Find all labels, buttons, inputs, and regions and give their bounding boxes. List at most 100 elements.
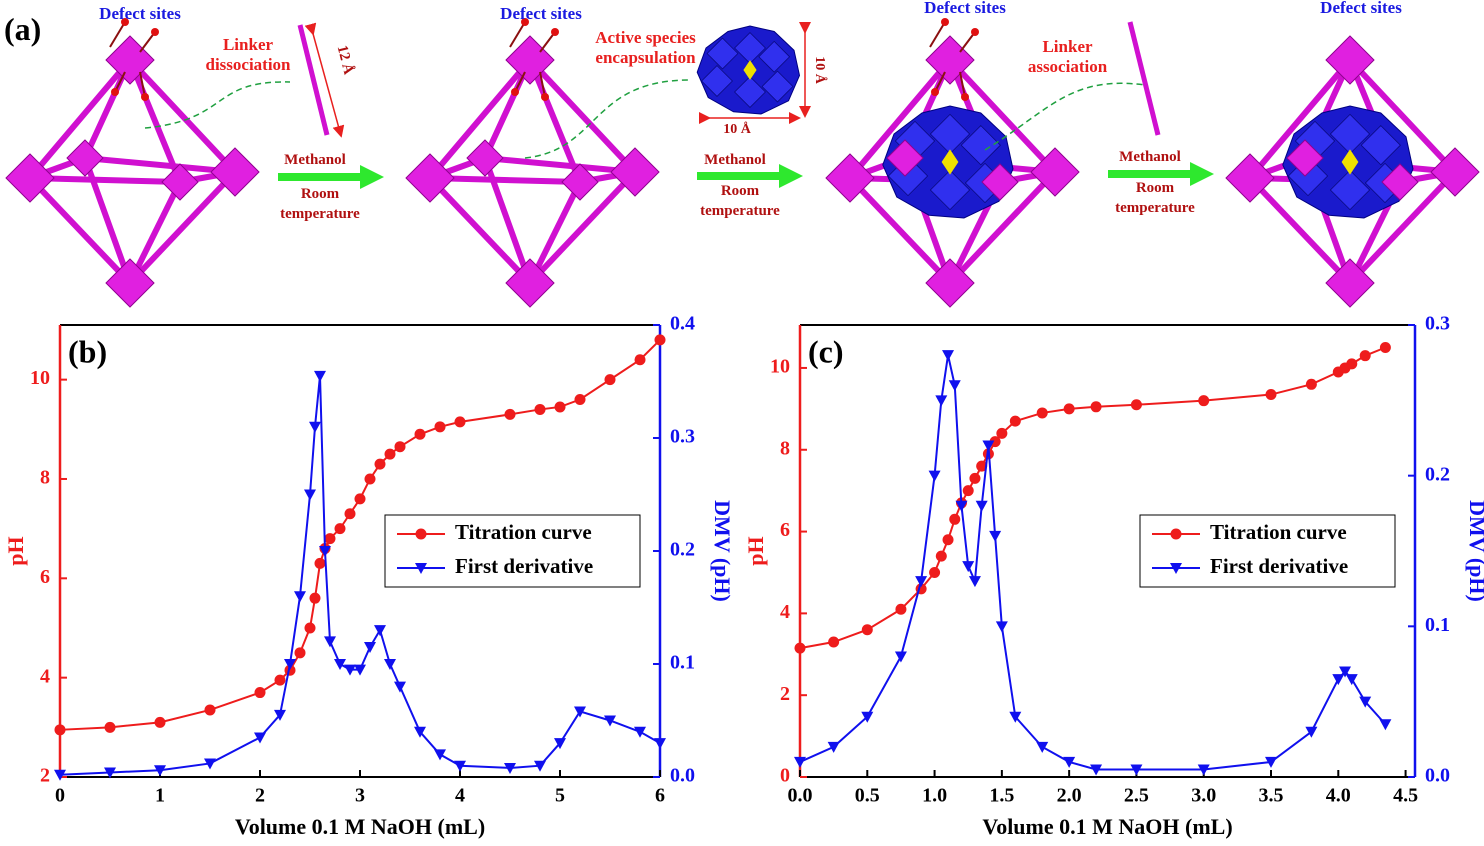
pom-facet	[929, 169, 971, 211]
data-point	[274, 709, 286, 721]
data-point	[364, 642, 376, 654]
data-point	[1345, 674, 1358, 686]
scheme	[5, 18, 1480, 308]
free-linker	[297, 24, 330, 136]
data-point	[794, 756, 806, 768]
legend-label: Titration curve	[455, 520, 592, 544]
pom-facet	[960, 125, 1001, 166]
data-point	[1379, 341, 1391, 353]
linker	[484, 155, 636, 175]
linker	[127, 57, 238, 175]
linker	[1247, 58, 1353, 180]
pom-facet	[758, 40, 791, 73]
panel-label: (a)	[4, 11, 42, 47]
data-point	[1009, 711, 1022, 723]
metal-node	[466, 139, 504, 177]
dimension-arrow	[304, 22, 345, 138]
data-point	[1130, 764, 1143, 776]
polyoxometalate	[696, 25, 801, 115]
data-point	[935, 395, 948, 407]
data-point	[324, 533, 336, 545]
data-point	[319, 546, 331, 557]
defect-atom	[961, 93, 969, 101]
metal-node	[1225, 153, 1275, 203]
defect-label: Defect sites	[500, 4, 582, 23]
y2-tick-label: 0.2	[1425, 463, 1450, 485]
data-point	[1332, 674, 1345, 686]
data-point	[654, 334, 666, 346]
data-point	[504, 762, 516, 774]
defect-atom	[971, 28, 979, 36]
linker	[27, 175, 133, 286]
x-tick-label: 4.5	[1393, 785, 1418, 807]
data-point	[1063, 403, 1075, 415]
linker	[527, 58, 583, 184]
data-point	[554, 401, 566, 413]
y-tick-label: 2	[40, 765, 50, 787]
data-point	[949, 513, 961, 525]
data-point	[384, 448, 396, 460]
legend-marker	[415, 528, 427, 540]
legend-label: First derivative	[1210, 554, 1348, 578]
data-point	[955, 500, 968, 512]
data-point	[304, 489, 316, 501]
guide-curve	[144, 81, 291, 129]
data-point	[104, 767, 116, 779]
data-point	[1379, 719, 1392, 731]
pom-facet	[1329, 169, 1371, 211]
metal-node	[66, 139, 104, 177]
linker	[427, 58, 533, 180]
linker	[527, 169, 638, 286]
data-point	[982, 440, 995, 452]
data-point	[969, 472, 981, 484]
metal-node	[825, 153, 875, 203]
data-point	[1090, 401, 1102, 413]
x-tick-label: 4.0	[1326, 785, 1351, 807]
metal-node	[1030, 147, 1080, 197]
data-point	[1197, 764, 1210, 776]
linker	[27, 58, 133, 180]
panel-label: (c)	[808, 333, 844, 369]
metal-node	[1286, 139, 1324, 177]
data-point	[454, 416, 466, 428]
x-axis-label: Volume 0.1 M NaOH (mL)	[235, 814, 485, 839]
y-tick-label: 10	[30, 367, 50, 389]
data-point	[942, 534, 954, 546]
solvent-label: Methanol	[1119, 149, 1181, 165]
y2-axis-label: DMV (pH)	[710, 500, 735, 602]
legend-box	[384, 514, 641, 588]
pom-facet	[1360, 125, 1401, 166]
data-point	[54, 724, 66, 736]
defect-atom	[151, 28, 159, 36]
defect-label: Defect sites	[1320, 0, 1402, 17]
x-tick-label: 3	[355, 785, 365, 807]
dimension-label: 10 Å	[723, 122, 751, 137]
x-tick-label: 3.5	[1259, 785, 1284, 807]
data-point	[1009, 415, 1021, 427]
data-point	[314, 557, 326, 569]
legend-marker	[1170, 528, 1182, 540]
y-tick-label: 10	[770, 356, 790, 378]
data-point	[294, 591, 306, 603]
y-tick-label: 4	[40, 665, 50, 687]
x-axis-label: Volume 0.1 M NaOH (mL)	[982, 814, 1232, 839]
linker	[1347, 57, 1458, 175]
metal-node	[105, 258, 155, 308]
metal-node	[161, 163, 199, 201]
data-point	[1359, 696, 1372, 708]
data-point	[1305, 378, 1317, 390]
data-point	[895, 603, 907, 615]
data-point	[374, 625, 386, 637]
data-point	[794, 642, 806, 654]
defect-ligand	[139, 31, 156, 53]
data-point	[54, 769, 66, 781]
x-tick-label: 1.5	[989, 785, 1014, 807]
y2-tick-label: 0.3	[670, 426, 695, 448]
data-point	[274, 674, 286, 686]
data-point	[394, 441, 406, 453]
y2-tick-label: 0.2	[670, 539, 695, 561]
pom-core	[941, 149, 959, 175]
metal-node	[1430, 147, 1480, 197]
temperature-label: Room temperature	[280, 186, 360, 222]
y2-tick-label: 0.4	[670, 313, 695, 335]
